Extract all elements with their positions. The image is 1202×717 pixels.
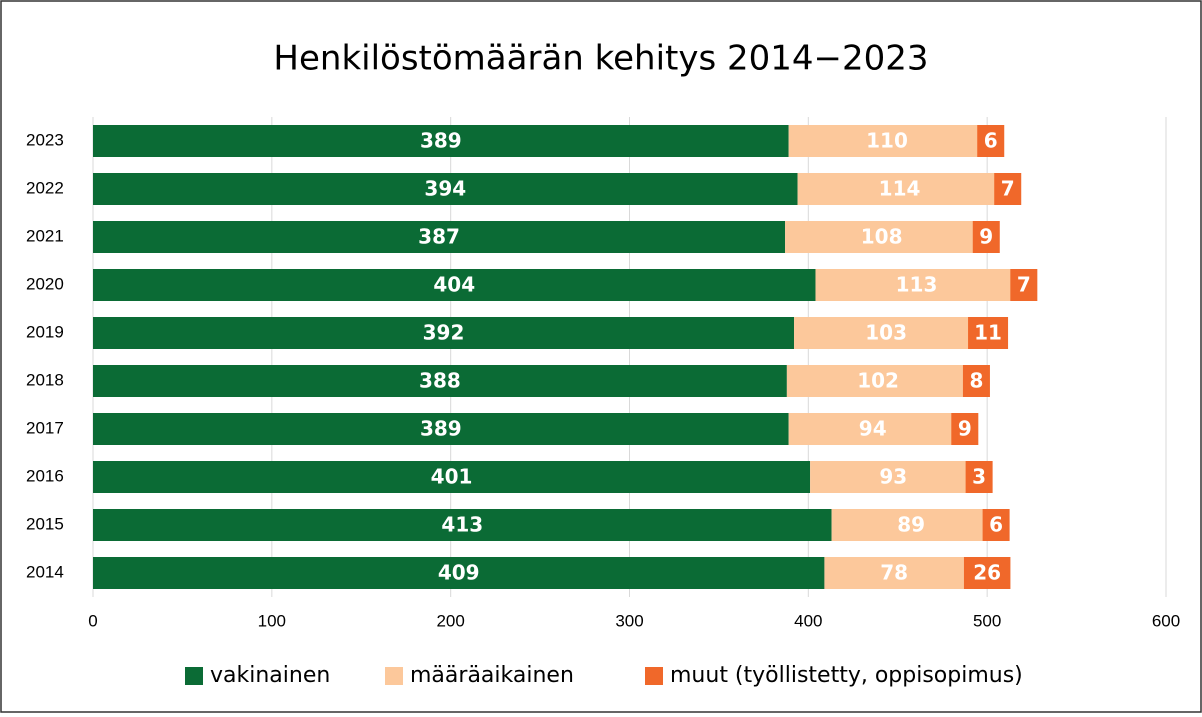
label-bg bbox=[951, 413, 979, 445]
x-tick-label: 0 bbox=[88, 611, 97, 630]
legend-swatch bbox=[645, 667, 663, 685]
x-tick-label: 300 bbox=[615, 611, 643, 630]
data-label: 78 bbox=[880, 561, 908, 585]
y-tick-label: 2017 bbox=[26, 418, 64, 437]
x-tick-label: 200 bbox=[436, 611, 464, 630]
label-bg bbox=[982, 509, 1010, 541]
data-label: 6 bbox=[989, 513, 1003, 537]
data-label: 113 bbox=[896, 273, 938, 297]
bar-segment bbox=[786, 365, 970, 397]
y-tick-label: 2015 bbox=[26, 514, 64, 533]
bar-segment bbox=[794, 317, 979, 349]
bar-segment bbox=[93, 509, 832, 541]
legend-label: vakinainen bbox=[210, 663, 330, 688]
data-label: 413 bbox=[441, 513, 483, 537]
bar-segment bbox=[93, 413, 789, 445]
bar-segment bbox=[93, 557, 825, 589]
chart-title: Henkilöstömäärän kehitys 2014−2023 bbox=[273, 39, 928, 79]
label-bg bbox=[967, 557, 1008, 589]
x-tick-label: 500 bbox=[973, 611, 1001, 630]
data-label: 404 bbox=[433, 273, 475, 297]
y-tick-label: 2023 bbox=[26, 130, 64, 149]
legend-label: määräaikainen bbox=[410, 663, 574, 688]
bar-segment bbox=[93, 365, 787, 397]
legend-swatch bbox=[385, 667, 403, 685]
bar-segment bbox=[93, 173, 798, 205]
data-label: 108 bbox=[861, 225, 903, 249]
data-label: 394 bbox=[424, 177, 466, 201]
x-tick-label: 400 bbox=[794, 611, 822, 630]
label-bg bbox=[965, 461, 993, 493]
legend-swatch bbox=[185, 667, 203, 685]
bar-segment bbox=[785, 221, 979, 253]
label-bg bbox=[962, 365, 990, 397]
bar-segment bbox=[831, 509, 991, 541]
data-label: 7 bbox=[1017, 273, 1031, 297]
x-tick-label: 600 bbox=[1152, 611, 1180, 630]
data-label: 26 bbox=[973, 561, 1001, 585]
x-tick-label: 100 bbox=[258, 611, 286, 630]
data-label: 93 bbox=[879, 465, 907, 489]
data-label: 389 bbox=[420, 129, 462, 153]
bar-segment bbox=[93, 221, 786, 253]
data-label: 7 bbox=[1001, 177, 1015, 201]
data-label: 388 bbox=[419, 369, 461, 393]
label-bg bbox=[994, 173, 1022, 205]
data-label: 387 bbox=[418, 225, 460, 249]
bar-segment bbox=[93, 125, 789, 157]
bar-segment bbox=[93, 461, 811, 493]
y-tick-label: 2019 bbox=[26, 322, 64, 341]
bar-segment bbox=[788, 413, 957, 445]
data-label: 392 bbox=[423, 321, 465, 345]
data-label: 8 bbox=[969, 369, 983, 393]
label-bg bbox=[972, 221, 1000, 253]
data-label: 102 bbox=[857, 369, 899, 393]
y-tick-label: 2014 bbox=[26, 562, 64, 581]
y-tick-label: 2021 bbox=[26, 226, 64, 245]
data-label: 103 bbox=[865, 321, 907, 345]
bar-segment bbox=[810, 461, 977, 493]
data-label: 401 bbox=[431, 465, 473, 489]
label-bg bbox=[1010, 269, 1038, 301]
bar-segment bbox=[93, 269, 816, 301]
data-label: 9 bbox=[979, 225, 993, 249]
y-tick-label: 2018 bbox=[26, 370, 64, 389]
data-label: 6 bbox=[984, 129, 998, 153]
legend-label: muut (työllistetty, oppisopimus) bbox=[670, 663, 1023, 688]
data-label: 114 bbox=[879, 177, 921, 201]
data-label: 89 bbox=[897, 513, 925, 537]
y-tick-label: 2022 bbox=[26, 178, 64, 197]
data-label: 110 bbox=[866, 129, 908, 153]
y-tick-label: 2016 bbox=[26, 466, 64, 485]
data-label: 409 bbox=[438, 561, 480, 585]
bar-segment bbox=[797, 173, 1002, 205]
bar-segment bbox=[815, 269, 1018, 301]
data-label: 11 bbox=[974, 321, 1002, 345]
data-label: 94 bbox=[859, 417, 887, 441]
bar-segment bbox=[788, 125, 986, 157]
label-bg bbox=[968, 317, 1009, 349]
bar-segment bbox=[93, 317, 795, 349]
data-label: 9 bbox=[958, 417, 972, 441]
label-bg bbox=[977, 125, 1005, 157]
bar-segment bbox=[824, 557, 964, 589]
data-label: 3 bbox=[972, 465, 986, 489]
y-tick-label: 2020 bbox=[26, 274, 64, 293]
data-label: 389 bbox=[420, 417, 462, 441]
